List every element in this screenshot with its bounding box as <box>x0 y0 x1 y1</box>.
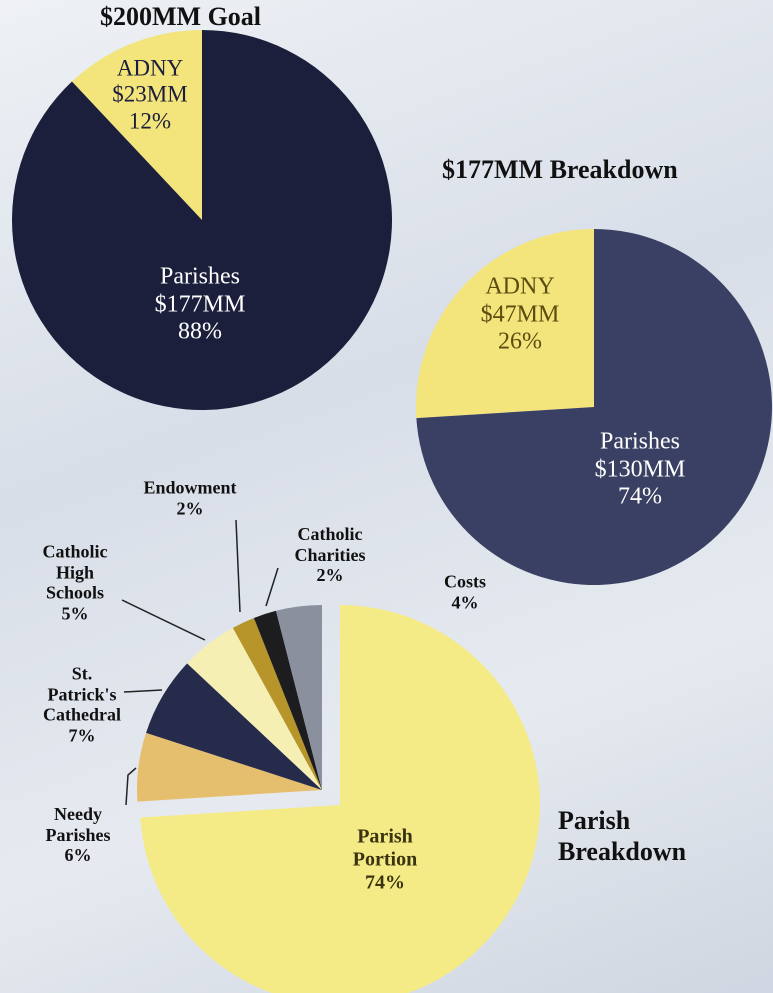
value-label: 74% <box>595 484 686 512</box>
leader-line <box>126 768 136 805</box>
category-label: ADNY <box>112 55 187 81</box>
amount-label: $47MM <box>481 301 560 329</box>
value-label: 26% <box>481 329 560 357</box>
category-label: Needy Parishes <box>33 804 123 845</box>
category-label: ADNY <box>481 274 560 302</box>
category-label: Parishes <box>595 429 686 457</box>
value-label: 5% <box>30 604 120 625</box>
chart-title: $200MM Goal <box>100 2 261 32</box>
category-label: Endowment <box>143 477 236 498</box>
leader-line <box>122 600 205 640</box>
value-label: 2% <box>143 498 236 519</box>
category-label: St. Patrick's Cathedral <box>37 664 127 726</box>
chart-title: $177MM Breakdown <box>442 155 678 185</box>
page: (() => { const data = JSON.parse(documen… <box>0 0 773 993</box>
value-label: 4% <box>444 592 486 613</box>
value-label: 74% <box>345 872 425 895</box>
category-label: Parish Portion <box>345 826 425 872</box>
leader-line <box>236 520 240 612</box>
amount-label: $177MM <box>155 291 246 319</box>
category-label: Catholic Charities <box>280 524 380 565</box>
value-label: 88% <box>155 319 246 347</box>
category-label: Costs <box>444 571 486 592</box>
leader-line <box>266 568 278 606</box>
value-label: 2% <box>280 565 380 586</box>
value-label: 6% <box>33 845 123 866</box>
amount-label: $23MM <box>112 82 187 108</box>
category-label: Catholic High Schools <box>30 542 120 604</box>
value-label: 7% <box>37 726 127 747</box>
amount-label: $130MM <box>595 456 686 484</box>
chart-title: Parish Breakdown <box>558 805 728 867</box>
value-label: 12% <box>112 108 187 134</box>
leader-line <box>124 690 162 692</box>
category-label: Parishes <box>155 264 246 292</box>
